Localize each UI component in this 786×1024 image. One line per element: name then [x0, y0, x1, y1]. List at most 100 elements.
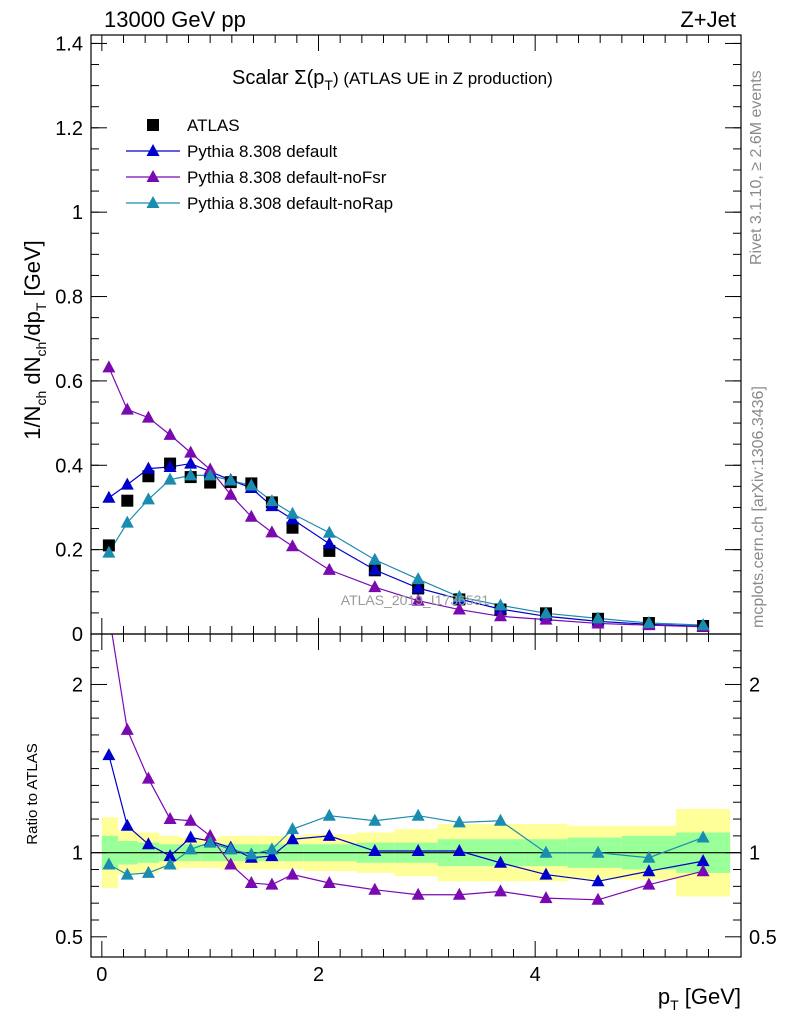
main-y-tick-label: 0: [72, 624, 83, 646]
ratio-point-series-1: [265, 877, 279, 890]
main-y-tick-label: 1: [72, 202, 83, 224]
main-point-series-3: [642, 616, 656, 629]
ratio-y-tick-label: 2: [72, 674, 83, 696]
main-point-series-3: [203, 468, 217, 481]
x-tick-label: 0: [96, 964, 107, 986]
ratio-point-series-2: [642, 850, 656, 863]
main-point-series-2: [244, 509, 258, 522]
main-point-series-1: [368, 562, 382, 575]
main-point-series-2: [120, 402, 134, 415]
main-point-series-2: [322, 562, 336, 575]
ratio-point-series-1: [203, 828, 217, 841]
chart-title-prefix: Scalar Σ(p: [232, 67, 324, 89]
ratio-point-series-1: [368, 882, 382, 895]
atlas-data-point: [286, 521, 299, 534]
mcplots-source-label: mcplots.cern.ch [arXiv:1306.3436]: [750, 386, 767, 628]
atlas-data-point: [102, 539, 115, 552]
main-point-series-1: [322, 536, 336, 549]
ratio-point-series-0: [265, 849, 279, 862]
ratio-point-series-2: [265, 842, 279, 855]
ratio-point-series-2: [184, 842, 198, 855]
ratio-plot-frame: [90, 633, 742, 958]
ratio-point-series-0: [286, 832, 299, 845]
main-point-series-1: [102, 490, 116, 503]
ratio-point-series-2: [411, 808, 425, 821]
main-point-series-2: [141, 410, 155, 423]
main-point-series-2: [265, 525, 279, 538]
ratio-point-series-1: [244, 875, 258, 888]
main-series-line-2: [108, 367, 704, 628]
ratio-point-series-1: [141, 771, 155, 784]
main-point-series-2: [163, 427, 177, 440]
ratio-point-series-0: [102, 748, 116, 761]
main-point-series-3: [265, 494, 279, 507]
main-point-series-2: [286, 539, 299, 552]
main-point-series-3: [102, 545, 116, 558]
main-series-markers: [102, 360, 710, 632]
header-left-label: 13000 GeV pp: [104, 7, 246, 32]
legend-label: Pythia 8.308 default-noFsr: [187, 168, 387, 187]
ratio-point-series-2: [102, 857, 116, 870]
main-y-tick-label: 1.2: [55, 118, 83, 140]
main-point-series-3: [244, 478, 258, 491]
ratio-point-series-0: [591, 874, 605, 887]
main-point-series-3: [141, 492, 155, 505]
ratio-y-tick-label-right: 0.5: [749, 927, 777, 949]
x-tick-label: 2: [313, 964, 324, 986]
main-point-series-1: [184, 456, 198, 469]
ratio-point-series-1: [696, 864, 710, 877]
main-point-series-3: [591, 611, 605, 624]
main-y-tick-label: 1.4: [55, 33, 83, 55]
main-point-series-3: [494, 598, 507, 611]
ratio-point-series-2: [591, 845, 605, 858]
header-right-label: Z+Jet: [680, 7, 736, 32]
ratio-point-series-2: [368, 813, 382, 826]
main-point-series-2: [452, 602, 466, 615]
ratio-point-series-2: [163, 857, 177, 870]
ratio-point-series-1: [184, 813, 198, 826]
main-point-series-1: [411, 581, 425, 594]
ratio-y-axis-label: Ratio to ATLAS: [24, 743, 41, 844]
main-series-lines: [108, 367, 704, 628]
ratio-point-series-0: [141, 837, 155, 850]
main-point-series-2: [539, 612, 553, 625]
ratio-y-tick-label: 1: [72, 843, 83, 865]
ratio-point-series-1: [286, 867, 299, 880]
x-axis-label: pT [GeV]: [658, 984, 741, 1013]
ratio-point-series-2: [286, 822, 299, 835]
legend-marker: [146, 170, 160, 182]
main-y-tick-label: 0.4: [55, 455, 83, 477]
legend-marker-atlas: [147, 119, 159, 131]
ratio-axis-ticks: 0.5 0.5 1 1 2 2 0 2 4: [55, 634, 777, 986]
ratio-point-series-1: [411, 887, 425, 900]
ratio-point-series-0: [120, 818, 134, 831]
ratio-point-series-2: [120, 867, 134, 880]
ratio-point-series-1: [591, 892, 605, 905]
ratio-point-series-1: [539, 891, 553, 904]
ratio-point-series-2: [141, 865, 155, 878]
main-point-series-2: [184, 445, 198, 458]
legend-label: ATLAS: [187, 116, 240, 135]
main-y-tick-label: 0.6: [55, 371, 83, 393]
ratio-point-series-2: [539, 845, 553, 858]
main-point-series-3: [539, 606, 553, 619]
ratio-point-series-1: [224, 857, 238, 870]
chart-title-sub: T: [324, 77, 333, 93]
ratio-point-series-0: [163, 849, 177, 862]
ratio-point-series-1: [163, 812, 177, 825]
ratio-point-series-0: [696, 854, 710, 867]
atlas-data-point: [121, 494, 134, 507]
main-point-series-1: [163, 459, 177, 472]
main-point-series-1: [120, 477, 134, 490]
main-point-series-3: [224, 473, 238, 486]
ratio-point-series-1: [452, 887, 466, 900]
main-point-series-2: [494, 609, 507, 622]
legend-marker: [146, 144, 160, 156]
main-y-tick-label: 0.8: [55, 287, 83, 309]
ratio-series-markers: [102, 722, 710, 905]
main-y-ticks: 0 0.2 0.4 0.6 0.8 1 1.2 1.4: [55, 33, 741, 646]
ratio-point-series-0: [368, 844, 382, 857]
ratio-point-series-0: [452, 844, 466, 857]
ratio-y-tick-label: 0.5: [55, 927, 83, 949]
